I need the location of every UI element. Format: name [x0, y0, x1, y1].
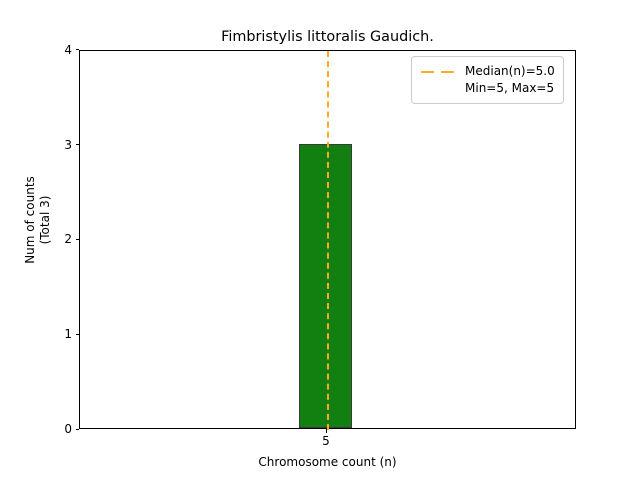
x-tick-label-5: 5	[322, 434, 330, 448]
chart-title: Fimbristylis littoralis Gaudich.	[221, 29, 434, 45]
y-tick-mark-0	[75, 428, 79, 430]
y-tick-label-3: 3	[64, 138, 72, 152]
y-axis-label: Num of counts (Total 3)	[23, 120, 53, 320]
y-tick-label-2: 2	[64, 232, 72, 246]
legend-entry-minmax-texts: Min=5, Max=5	[465, 80, 554, 97]
x-axis-label: Chromosome count (n)	[258, 455, 397, 469]
legend-entry-median-texts: Median(n)=5.0	[465, 63, 555, 80]
plot-area	[79, 50, 576, 430]
y-axis-label-line1: Num of counts	[23, 176, 37, 264]
x-tick-mark-5	[325, 429, 327, 433]
y-tick-label-4: 4	[64, 43, 72, 57]
legend-entry-minmax: Min=5, Max=5	[420, 80, 555, 97]
y-axis-label-line2: (Total 3)	[38, 195, 52, 245]
y-tick-label-1: 1	[64, 327, 72, 341]
y-tick-mark-4	[75, 49, 79, 51]
legend-label-minmax: Min=5, Max=5	[465, 81, 555, 95]
chart-legend: Median(n)=5.0 Min=5, Max=5	[411, 56, 564, 104]
y-tick-mark-1	[75, 333, 79, 335]
y-tick-mark-3	[75, 144, 79, 146]
y-tick-label-0: 0	[64, 422, 72, 436]
dashed-line-icon	[420, 66, 456, 78]
legend-label-median: Median(n)=5.0	[465, 64, 555, 78]
y-tick-mark-2	[75, 238, 79, 240]
bar-5[interactable]	[299, 143, 352, 428]
legend-entry-median: Median(n)=5.0	[420, 63, 555, 80]
median-line	[326, 51, 329, 430]
